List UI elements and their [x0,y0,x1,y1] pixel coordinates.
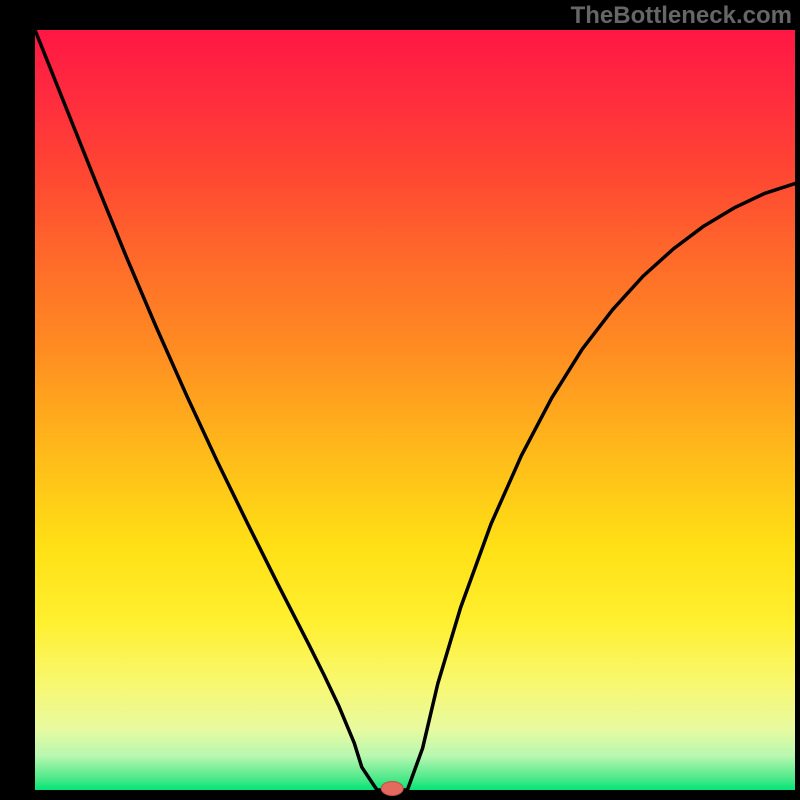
chart-container: TheBottleneck.com [0,0,800,800]
chart-svg [0,0,800,800]
optimal-marker [381,781,403,795]
gradient-background [35,30,795,790]
watermark-text: TheBottleneck.com [571,2,792,30]
